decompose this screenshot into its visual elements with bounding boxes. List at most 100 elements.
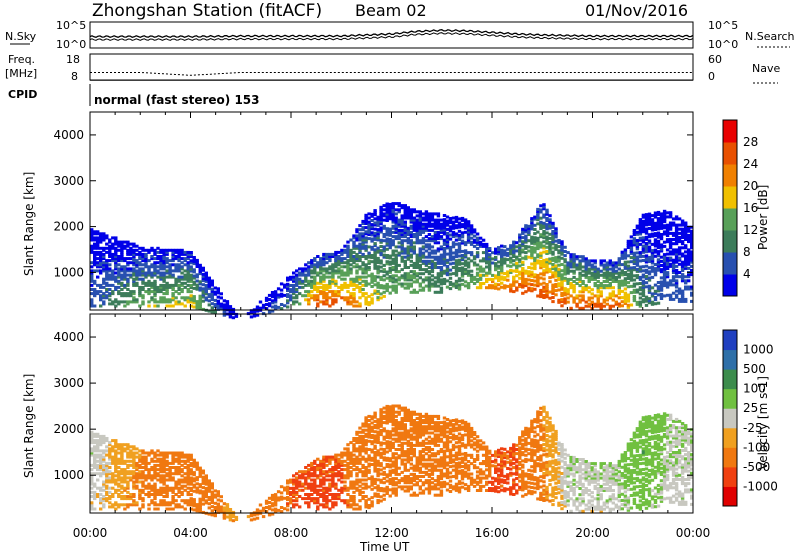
heatmap-cell xyxy=(111,275,115,279)
heatmap-cell xyxy=(647,247,652,251)
heatmap-cell xyxy=(388,291,392,295)
heatmap-cell xyxy=(557,245,561,249)
heatmap-cell xyxy=(198,501,202,505)
heatmap-cell xyxy=(105,480,109,484)
heatmap-cell xyxy=(665,283,670,287)
heatmap-cell xyxy=(156,478,160,482)
heatmap-cell xyxy=(653,240,658,244)
heatmap-cell xyxy=(340,453,344,457)
heatmap-cell xyxy=(174,283,178,287)
heatmap-cell xyxy=(364,283,368,287)
heatmap-cell xyxy=(509,246,513,250)
heatmap-cell xyxy=(234,515,239,519)
heatmap-cell xyxy=(602,284,606,288)
heatmap-cell xyxy=(690,254,694,258)
heatmap-cell xyxy=(117,281,121,285)
heatmap-cell xyxy=(403,239,407,243)
heatmap-cell xyxy=(123,271,127,275)
heatmap-cell xyxy=(494,274,498,278)
heatmap-cell xyxy=(569,263,573,267)
heatmap-cell xyxy=(409,253,413,257)
heatmap-cell xyxy=(454,269,459,273)
heatmap-cell xyxy=(358,228,362,232)
heatmap-cell xyxy=(168,472,172,476)
heatmap-cell xyxy=(150,290,154,294)
heatmap-cell xyxy=(635,243,640,247)
heatmap-cell xyxy=(542,203,546,207)
heatmap-cell xyxy=(644,285,649,289)
heatmap-cell xyxy=(301,497,305,501)
heatmap-cell xyxy=(316,302,320,306)
heatmap-cell xyxy=(647,233,652,237)
heatmap-cell xyxy=(475,271,480,275)
heatmap-cell xyxy=(457,244,462,248)
heatmap-cell xyxy=(599,263,603,267)
heatmap-cell xyxy=(192,489,196,493)
heatmap-cell xyxy=(135,252,139,256)
heatmap-cell xyxy=(189,457,193,461)
heatmap-cell xyxy=(403,216,407,220)
heatmap-cell xyxy=(102,238,106,242)
heatmap-cell xyxy=(201,307,205,311)
heatmap-cell xyxy=(186,296,190,300)
heatmap-cell xyxy=(638,253,643,257)
heatmap-cell xyxy=(548,245,552,249)
heatmap-cell xyxy=(171,457,175,461)
heatmap-cell xyxy=(310,466,314,469)
heatmap-cell xyxy=(382,274,386,278)
heatmap-cell xyxy=(189,273,193,277)
heatmap-cell xyxy=(343,281,347,285)
heatmap-cell xyxy=(138,250,142,254)
heatmap-cell xyxy=(292,283,296,287)
heatmap-cell xyxy=(650,292,655,296)
heatmap-cell xyxy=(361,222,365,225)
heatmap-cell xyxy=(653,291,658,295)
heatmap-cell xyxy=(276,508,281,512)
heatmap-cell xyxy=(424,245,429,249)
heatmap-cell xyxy=(397,237,401,241)
heatmap-cell xyxy=(424,214,429,218)
heatmap-cell xyxy=(397,222,401,226)
heatmap-cell xyxy=(415,272,419,276)
heatmap-cell xyxy=(494,282,498,286)
heatmap-cell xyxy=(503,251,507,255)
heatmap-cell xyxy=(379,230,383,234)
heatmap-cell xyxy=(195,509,199,513)
heatmap-cell xyxy=(554,278,558,282)
heatmap-cell xyxy=(159,265,163,269)
heatmap-cell xyxy=(650,257,655,261)
heatmap-cell xyxy=(349,484,353,488)
heatmap-cell xyxy=(593,282,597,285)
heatmap-cell xyxy=(445,246,450,250)
heatmap-cell xyxy=(518,264,522,268)
heatmap-cell xyxy=(171,497,175,501)
heatmap-cell xyxy=(276,496,281,500)
heatmap-cell xyxy=(680,242,685,246)
heatmap-cell xyxy=(361,472,365,476)
heatmap-cell xyxy=(150,449,154,453)
heatmap-cell xyxy=(448,262,453,266)
heatmap-cell xyxy=(536,294,540,298)
heatmap-cell xyxy=(198,298,202,302)
heatmap-cell xyxy=(599,292,603,296)
heatmap-cell xyxy=(515,265,519,269)
heatmap-cell xyxy=(171,501,175,505)
heatmap-cell xyxy=(548,220,552,224)
heatmap-cell xyxy=(454,259,459,263)
heatmap-cell xyxy=(635,282,640,286)
heatmap-cell xyxy=(442,224,447,228)
heatmap-cell xyxy=(168,488,172,492)
heatmap-cell xyxy=(656,243,661,247)
heatmap-cell xyxy=(96,445,100,449)
heatmap-cell xyxy=(93,250,97,254)
heatmap-cell xyxy=(545,227,549,231)
heatmap-cell xyxy=(497,260,501,264)
heatmap-cell xyxy=(201,299,205,303)
heatmap-cell xyxy=(316,304,320,308)
heatmap-cell xyxy=(623,256,628,260)
heatmap-cell xyxy=(355,283,359,287)
heatmap-cell xyxy=(174,505,178,509)
heatmap-cell xyxy=(307,267,311,271)
heatmap-cell xyxy=(138,470,142,474)
heatmap-cell xyxy=(596,284,600,288)
